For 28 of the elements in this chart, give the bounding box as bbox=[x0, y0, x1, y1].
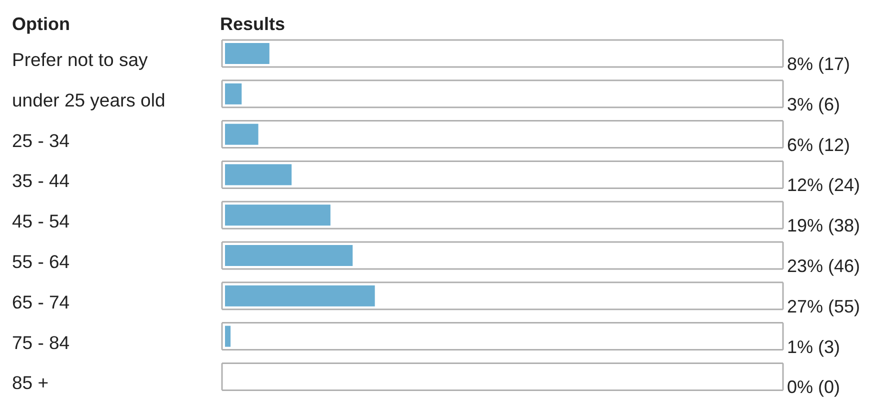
y-tick-label: Prefer not to say bbox=[12, 49, 148, 70]
bar bbox=[225, 245, 353, 266]
bar bbox=[225, 164, 292, 186]
bar bbox=[225, 285, 375, 306]
data-label: 12% (24) bbox=[787, 175, 860, 196]
data-label: 19% (38) bbox=[787, 216, 860, 236]
y-axis-title: Option bbox=[12, 14, 70, 34]
bar bbox=[225, 124, 258, 145]
bar bbox=[225, 83, 242, 104]
y-tick-label: 85 + bbox=[12, 372, 49, 394]
y-tick-label: 25 - 34 bbox=[12, 130, 70, 151]
bar bbox=[225, 204, 330, 226]
data-label: 1% (3) bbox=[787, 336, 840, 357]
bar bbox=[225, 43, 270, 64]
data-label: 23% (46) bbox=[787, 256, 860, 276]
data-label: 27% (55) bbox=[787, 296, 860, 316]
y-tick-label: 35 - 44 bbox=[12, 170, 70, 192]
data-label: 6% (12) bbox=[787, 134, 850, 155]
y-tick-label: under 25 years old bbox=[12, 89, 166, 110]
x-axis-title: Results bbox=[220, 14, 286, 34]
data-label: 0% (0) bbox=[787, 377, 840, 398]
bar bbox=[225, 326, 231, 347]
y-tick-label: 75 - 84 bbox=[12, 332, 70, 353]
y-tick-label: 65 - 74 bbox=[12, 291, 70, 312]
y-tick-label: 45 - 54 bbox=[12, 210, 70, 232]
data-label: 8% (17) bbox=[787, 54, 850, 74]
data-label: 3% (6) bbox=[787, 94, 840, 114]
y-tick-label: 55 - 64 bbox=[12, 251, 70, 272]
